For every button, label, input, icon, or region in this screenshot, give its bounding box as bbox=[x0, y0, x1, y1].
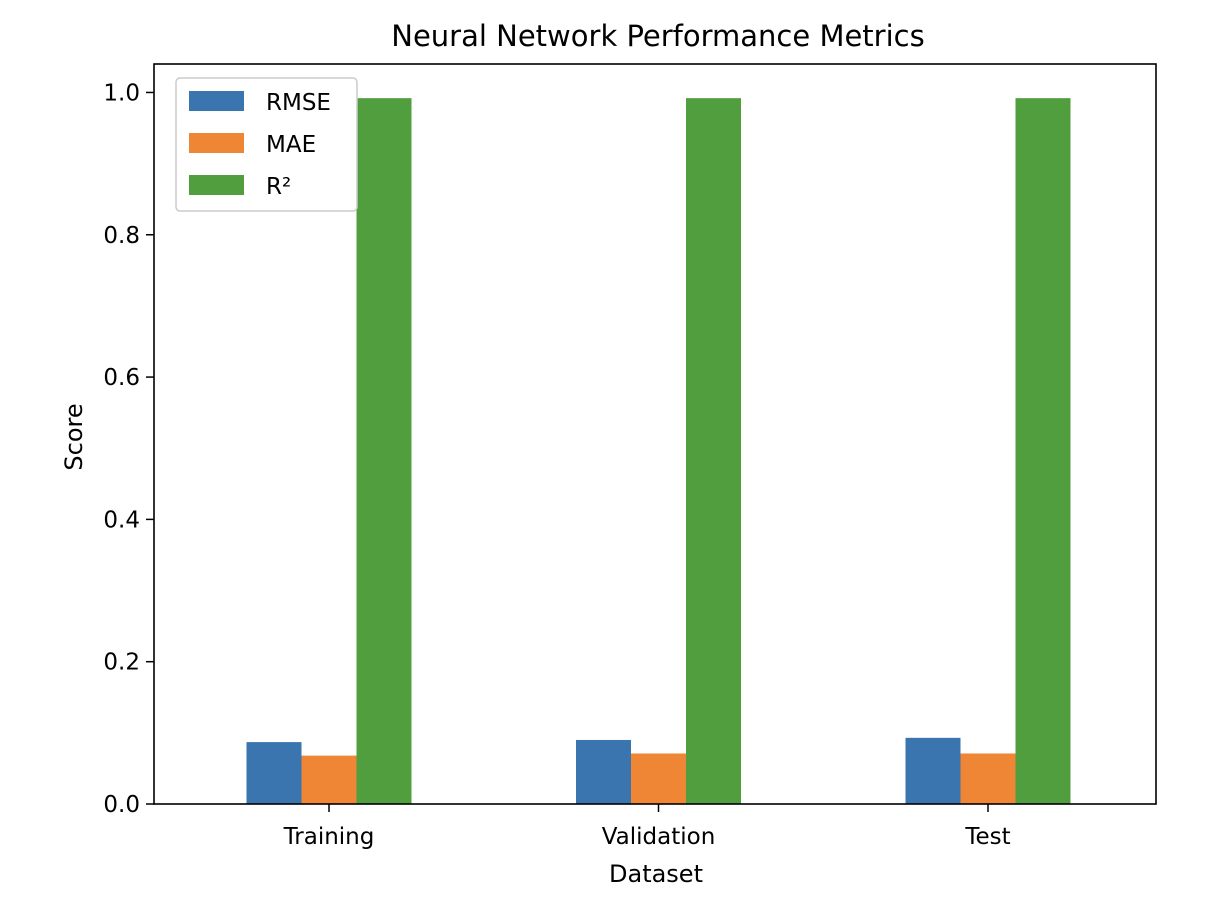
legend-label: MAE bbox=[266, 132, 316, 158]
legend-swatch bbox=[189, 133, 244, 153]
bar-rmse-test bbox=[905, 737, 961, 804]
bar-mae-training bbox=[301, 755, 357, 804]
x-axis-label: Dataset bbox=[609, 860, 703, 888]
y-axis: 0.0 0.2 0.4 0.6 0.8 1.0 bbox=[103, 80, 154, 818]
legend-swatch bbox=[189, 175, 244, 195]
x-axis: Training Validation Test bbox=[283, 804, 1011, 850]
bar-rmse-training bbox=[246, 742, 302, 804]
plot-frame bbox=[153, 63, 1157, 805]
y-tick-label: 0.0 bbox=[103, 792, 140, 818]
legend-label: RMSE bbox=[266, 90, 331, 116]
y-tick-label: 1.0 bbox=[103, 80, 140, 106]
x-tick-label: Training bbox=[283, 824, 375, 850]
y-tick-label: 0.8 bbox=[103, 223, 140, 249]
y-axis-label: Score bbox=[60, 403, 88, 470]
y-tick-label: 0.6 bbox=[103, 365, 140, 391]
chart-title: Neural Network Performance Metrics bbox=[391, 19, 924, 53]
bar-r-test bbox=[1015, 98, 1071, 804]
x-tick-label: Validation bbox=[602, 824, 716, 850]
bar-r-validation bbox=[686, 98, 741, 804]
bar-rmse-validation bbox=[576, 739, 631, 804]
bar-mae-test bbox=[960, 753, 1016, 804]
bar-mae-validation bbox=[631, 753, 686, 804]
legend-label: R² bbox=[266, 174, 291, 200]
bar-r-training bbox=[356, 98, 412, 804]
bars-layer bbox=[246, 98, 1071, 804]
y-tick-label: 0.2 bbox=[103, 650, 140, 676]
legend-swatch bbox=[189, 91, 244, 111]
legend: RMSE MAE R² bbox=[175, 77, 358, 212]
y-tick-label: 0.4 bbox=[103, 507, 140, 533]
x-tick-label: Test bbox=[964, 824, 1010, 850]
